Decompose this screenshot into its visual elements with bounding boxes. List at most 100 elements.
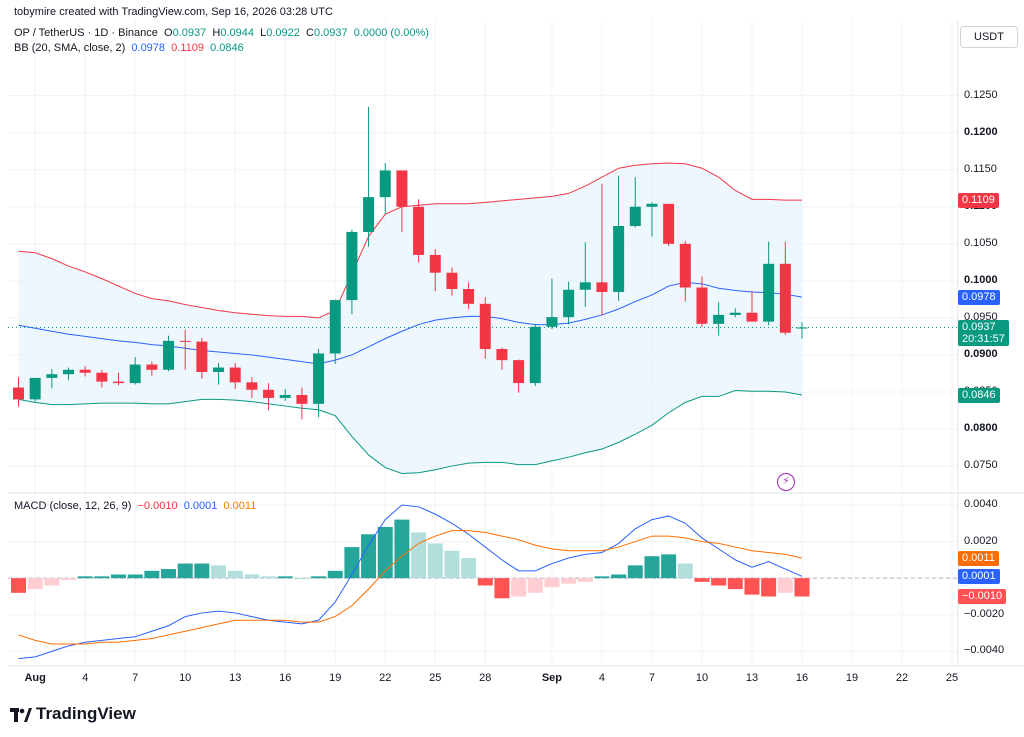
time-axis-label: 4 — [82, 672, 89, 684]
countdown-label: 20:31:57 — [962, 332, 1005, 345]
high-value: 0.0944 — [220, 27, 254, 39]
candle-body — [796, 327, 808, 329]
time-axis-label: Sep — [541, 672, 563, 684]
candle-body — [729, 312, 741, 315]
macd-histogram-bar — [11, 578, 26, 593]
bb-lower-tag: 0.0846 — [958, 387, 1000, 403]
candle-body — [763, 263, 775, 322]
macd-histogram-bar — [261, 576, 277, 579]
macd-histogram-bar — [527, 578, 543, 593]
tradingview-logo-icon — [10, 708, 32, 722]
macd-legend[interactable]: MACD (close, 12, 26, 9) −0.0010 0.0001 0… — [14, 500, 256, 512]
candle-body — [429, 254, 441, 273]
last-price-tag: 0.0937 20:31:57 — [958, 319, 1009, 346]
bb-upper-tag: 0.1109 — [958, 193, 999, 209]
price-axis-label: 0.1150 — [964, 162, 997, 175]
time-axis-label: Aug — [24, 672, 46, 684]
macd-histogram-bar — [44, 578, 60, 586]
lightning-icon[interactable]: ⚡ — [777, 473, 795, 491]
macd-axis-label: 0.0040 — [964, 497, 998, 510]
macd-histogram-bar — [577, 578, 593, 582]
bb-label: BB (20, SMA, close, 2) — [14, 42, 126, 54]
macd-histogram-bar — [494, 578, 510, 599]
bb-mid-tag: 0.0978 — [958, 290, 1000, 306]
macd-histogram-bar — [77, 576, 93, 579]
macd-histogram-bar — [644, 556, 660, 579]
macd-axis-label: 0.0020 — [964, 534, 998, 547]
macd-histogram-bar — [27, 578, 43, 590]
time-axis-label: 4 — [598, 672, 605, 684]
macd-signal-tag: 0.0011 — [958, 551, 999, 567]
candle-body — [379, 170, 391, 198]
candle-body — [213, 367, 225, 372]
time-axis-label: 16 — [795, 672, 809, 684]
time-axis-label: 28 — [479, 672, 492, 684]
macd-histogram-bar — [744, 578, 760, 595]
candle-body — [179, 340, 191, 342]
macd-hist-tag: −0.0010 — [958, 589, 1007, 605]
macd-histogram-bar — [327, 570, 343, 579]
macd-histogram-bar — [761, 578, 777, 597]
bb-mid-value: 0.0978 — [131, 42, 166, 54]
macd-histogram-bar — [244, 574, 260, 579]
candle-body — [29, 377, 41, 400]
time-axis-label: 10 — [179, 672, 192, 684]
macd-histogram-bar — [444, 550, 460, 579]
candle-body — [396, 170, 408, 207]
candle-body — [313, 353, 325, 404]
macd-histogram-bar — [611, 574, 627, 579]
macd-line-value: 0.0001 — [183, 500, 218, 512]
macd-histogram-bar — [777, 578, 793, 593]
close-label: C — [306, 27, 314, 39]
macd-axis-label: −0.0040 — [964, 644, 1005, 657]
time-axis-label: 13 — [745, 672, 759, 684]
candle-body — [146, 364, 158, 370]
time-axis-label: 25 — [429, 672, 442, 684]
candle-body — [579, 282, 591, 290]
macd-histogram-bar — [144, 570, 160, 579]
candle-body — [646, 203, 658, 207]
macd-histogram-bar — [661, 554, 677, 579]
macd-histogram-bar — [411, 532, 427, 579]
macd-signal-value: 0.0011 — [223, 500, 257, 512]
macd-histogram-bar — [344, 547, 360, 579]
candle-body — [46, 374, 58, 378]
bb-lower-line — [18, 389, 803, 474]
macd-histogram-bar — [294, 578, 310, 580]
price-axis-label: 0.1200 — [964, 125, 998, 138]
bb-lower-value: 0.0846 — [210, 42, 244, 54]
macd-histogram-bar — [694, 578, 710, 582]
macd-histogram-bar — [377, 526, 393, 579]
time-axis-label: 25 — [945, 672, 959, 684]
macd-histogram-bar — [711, 578, 727, 586]
candle-body — [196, 341, 208, 372]
bb-fill — [18, 163, 802, 474]
candle-body — [296, 394, 308, 404]
brand-name: TradingView — [36, 704, 136, 723]
candle-body — [413, 206, 425, 255]
macd-histogram-bar — [311, 576, 327, 579]
symbol-label[interactable]: OP / TetherUS · 1D · Binance — [14, 27, 158, 39]
candle-body — [596, 282, 608, 292]
candle-body — [546, 317, 558, 327]
candle-body — [363, 197, 375, 232]
macd-histogram-bar — [794, 578, 810, 597]
macd-line-tag: 0.0001 — [958, 569, 1000, 585]
price-axis-label: 0.0750 — [964, 459, 998, 472]
macd-histogram-bar — [461, 558, 477, 579]
candle-body — [96, 372, 108, 382]
currency-button[interactable]: USDT — [960, 26, 1018, 48]
candle-body — [463, 289, 475, 304]
candle-body — [446, 272, 458, 290]
candle-body — [329, 300, 341, 354]
candle-body — [79, 369, 91, 373]
macd-hist-value: −0.0010 — [137, 500, 178, 512]
time-axis-label: 10 — [695, 672, 709, 684]
bb-legend[interactable]: BB (20, SMA, close, 2) 0.0978 0.1109 0.0… — [14, 42, 244, 54]
low-label: L — [260, 27, 267, 39]
price-axis-label: 0.0900 — [964, 347, 998, 360]
macd-histogram-bar — [727, 578, 743, 590]
candle-body — [746, 312, 758, 322]
candle-body — [246, 382, 258, 390]
